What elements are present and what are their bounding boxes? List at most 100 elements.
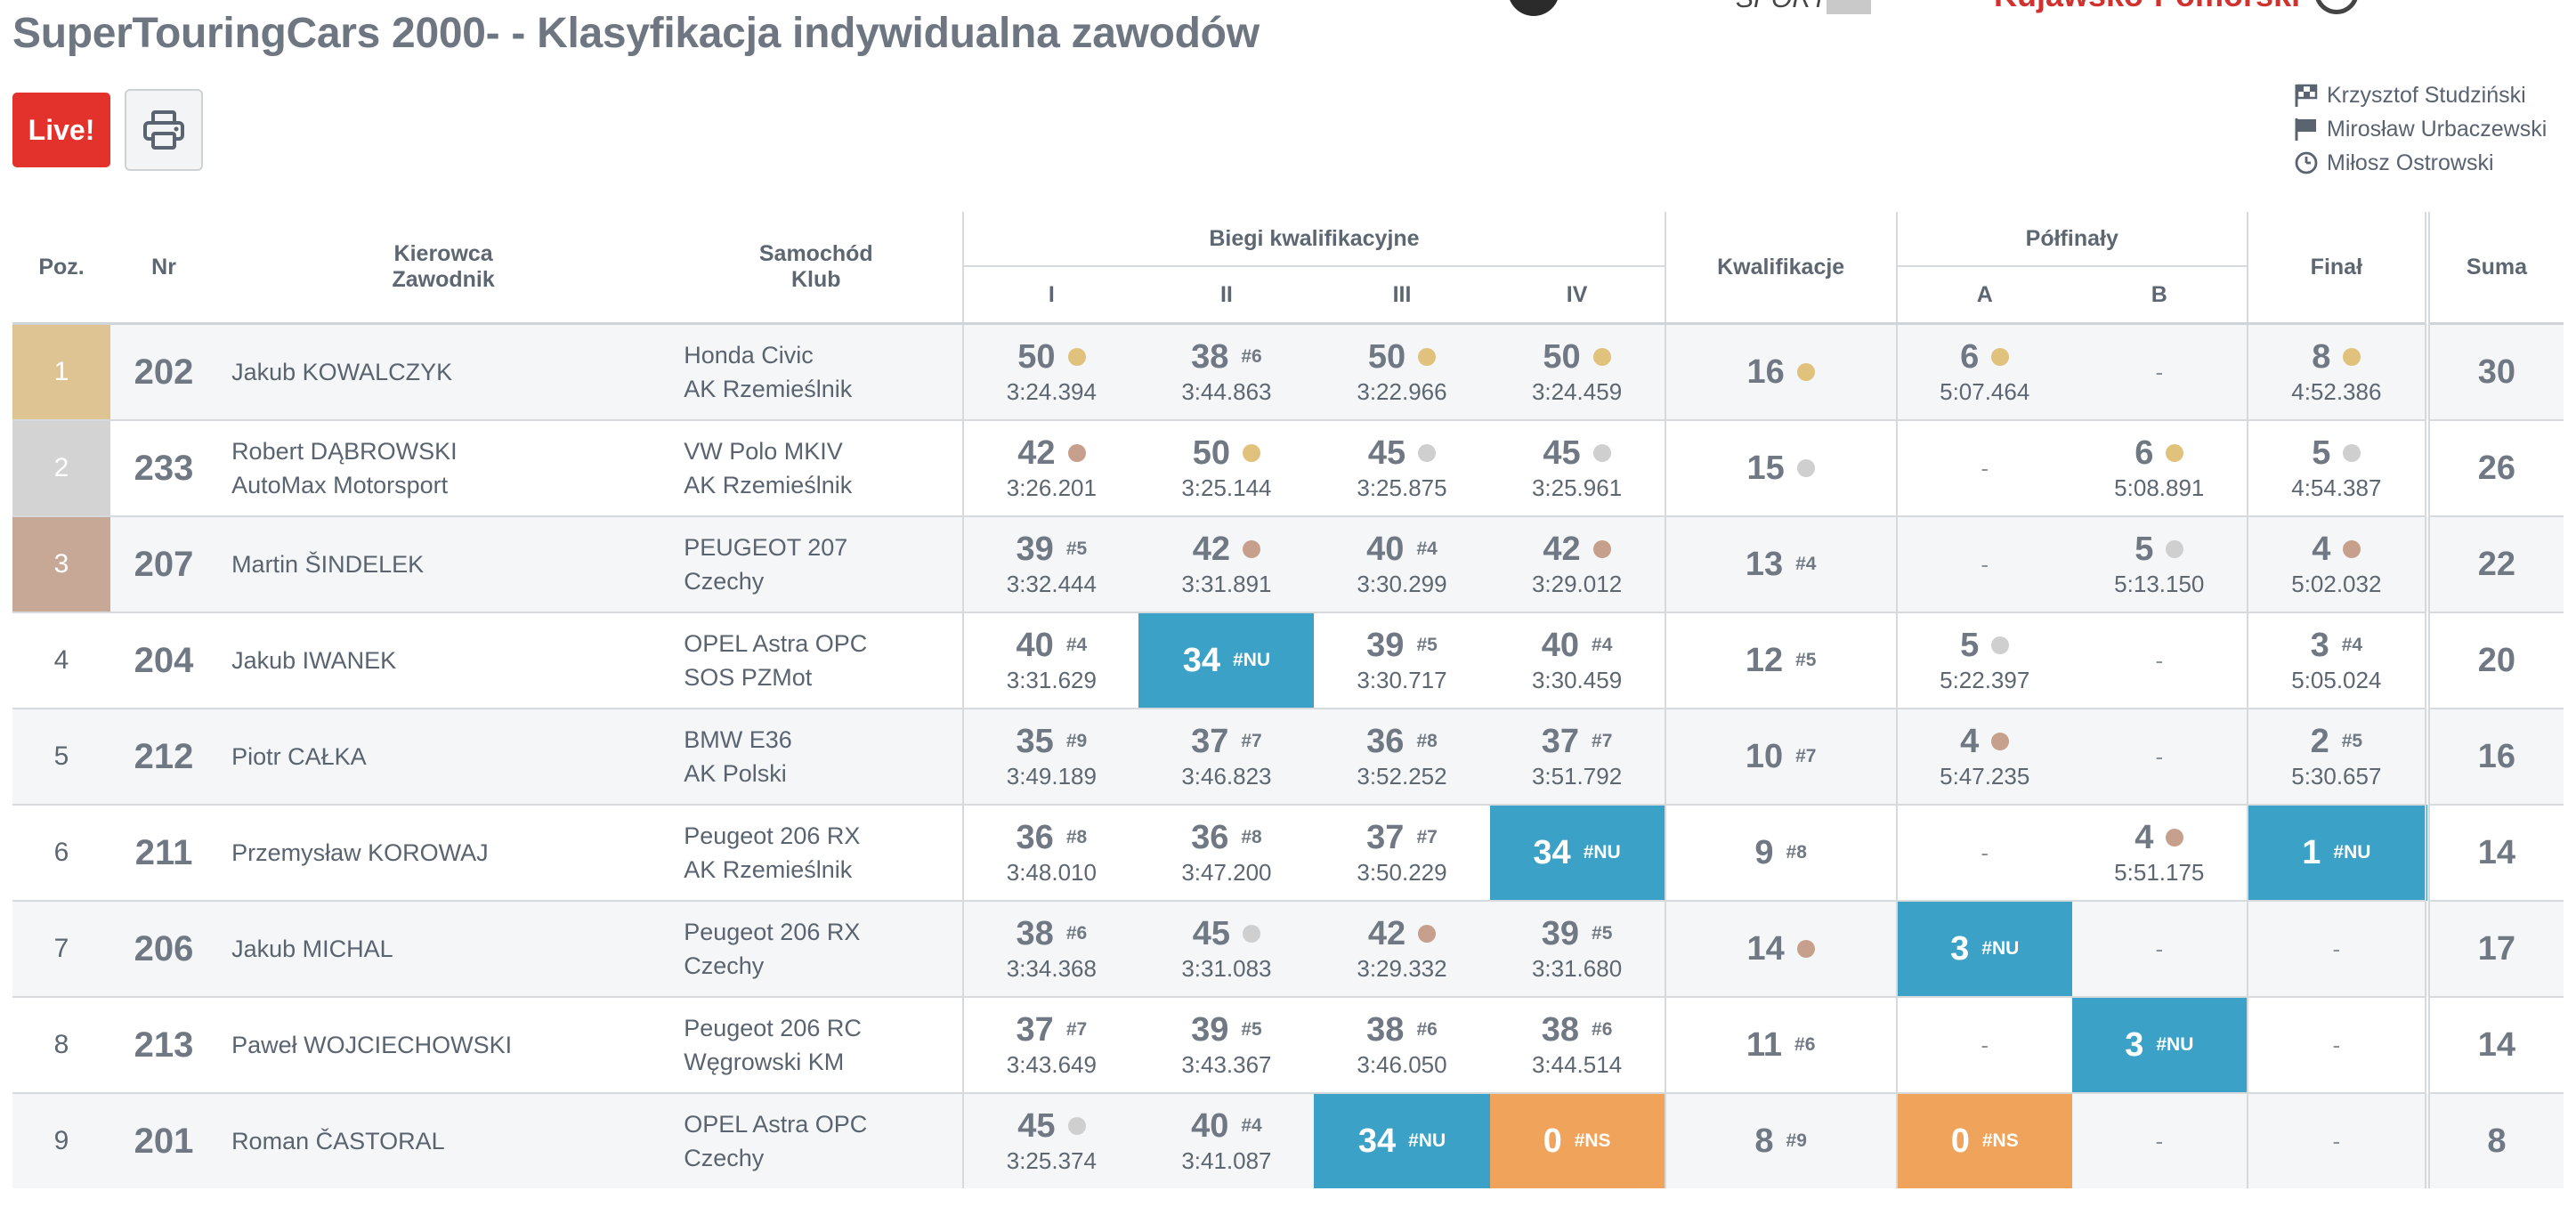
driver-cell: Martin ŠINDELEK: [217, 515, 670, 612]
col-header-sum: Suma: [2424, 212, 2564, 325]
result-rank-badge: #NU: [2156, 1034, 2194, 1055]
col-header-driver-line1: Kierowca: [393, 241, 493, 266]
table-row[interactable]: 6 211 Przemysław KOROWAJ Peugeot 206 RX AK R…: [12, 804, 2564, 901]
result-rank-badge: #4: [1416, 539, 1438, 559]
result-points-value: 15: [1746, 450, 1785, 487]
result-time: 3:47.200: [1181, 859, 1272, 886]
driver-name[interactable]: Przemysław KOROWAJ: [231, 839, 489, 866]
result-rank-badge: #7: [1795, 746, 1817, 766]
qualification-cell: 14: [1664, 900, 1897, 997]
result-time: 3:46.050: [1357, 1051, 1447, 1078]
result-rank-badge: #NU: [1981, 938, 2020, 959]
result-points-value: 40: [1191, 1107, 1229, 1145]
result-points-value: 45: [1192, 915, 1231, 952]
result-points: 40 #4: [1366, 530, 1438, 569]
driver-name[interactable]: Robert DĄBROWSKI: [231, 438, 458, 465]
driver-cell: Jakub KOWALCZYK: [217, 322, 670, 420]
qualification-cell: 15: [1664, 419, 1897, 516]
heat-result-cell: 38 #6 3:44.863: [1138, 322, 1315, 420]
result-points-value: 38: [1191, 338, 1229, 376]
sponsor-logo-swirl: [2314, 0, 2359, 14]
sponsor-logo-region: Kujawsko-Pomorski: [1994, 0, 2300, 14]
driver-cell: Paweł WOJCIECHOWSKI: [217, 996, 670, 1093]
car-team: Węgrowski KM: [684, 1049, 845, 1075]
result-rank-badge: #4: [1592, 635, 1613, 655]
table-row[interactable]: 8 213 Paweł WOJCIECHOWSKI Peugeot 206 RC Węg…: [12, 996, 2564, 1093]
results-body: 1 202 Jakub KOWALCZYK Honda Civic AK Rzemieś…: [12, 322, 2564, 1188]
table-row[interactable]: 9 201 Roman ČASTORAL OPEL Astra OPC Czechy 45…: [12, 1092, 2564, 1188]
qualification-cell: 10 #7: [1664, 708, 1897, 805]
result-points-value: 38: [1366, 1011, 1405, 1049]
clock-icon: [2295, 151, 2318, 174]
total-cell: 14: [2424, 804, 2564, 901]
table-row[interactable]: 1 202 Jakub KOWALCZYK Honda Civic AK Rzemieś…: [12, 322, 2564, 420]
result-time: 5:08.891: [2114, 474, 2205, 501]
result-points-value: 5: [2135, 531, 2154, 568]
result-points: 38 #6: [1542, 1010, 1613, 1049]
driver-name[interactable]: Jakub KOWALCZYK: [231, 359, 453, 385]
driver-name[interactable]: Martin ŠINDELEK: [231, 551, 425, 578]
result-points-value: 42: [1543, 531, 1581, 568]
live-button[interactable]: Live!: [12, 93, 110, 167]
result-rank-badge: #7: [1592, 731, 1613, 751]
result-points: 35 #9: [1017, 722, 1088, 761]
table-row[interactable]: 7 206 Jakub MICHAL Peugeot 206 RX Czechy 38 #6…: [12, 900, 2564, 997]
car-model: OPEL Astra OPC: [684, 630, 868, 657]
qualification-cell: 9 #8: [1664, 804, 1897, 901]
heat-result-cell: 38 #6 3:34.368: [962, 900, 1139, 997]
result-time: 4:54.387: [2291, 474, 2382, 501]
driver-cell: Roman ČASTORAL: [217, 1092, 670, 1188]
result-points: 38 #6: [1017, 914, 1088, 953]
driver-name[interactable]: Piotr CAŁKA: [231, 743, 367, 770]
result-rank-badge: #NU: [1583, 842, 1621, 863]
result-rank-badge: #7: [1416, 827, 1438, 847]
car-model: Peugeot 206 RX: [684, 919, 861, 945]
driver-cell: Robert DĄBROWSKI AutoMax Motorsport: [217, 419, 670, 516]
result-rank-badge: #8: [1786, 842, 1807, 863]
start-number-cell: 211: [110, 804, 218, 901]
table-row[interactable]: 2 233 Robert DĄBROWSKI AutoMax Motorsport VW…: [12, 419, 2564, 516]
result-points-value: 45: [1367, 434, 1406, 472]
start-number-cell: 201: [110, 1092, 218, 1188]
result-points: 39 #5: [1366, 626, 1438, 665]
heat-result-cell: 42 3:26.201: [962, 419, 1139, 516]
total-cell: 22: [2424, 515, 2564, 612]
car-cell: OPEL Astra OPC Czechy: [669, 1092, 964, 1188]
driver-name[interactable]: Paweł WOJCIECHOWSKI: [231, 1032, 513, 1058]
table-row[interactable]: 3 207 Martin ŠINDELEK PEUGEOT 207 Czechy 39 #5…: [12, 515, 2564, 612]
position-cell: 1: [12, 322, 111, 420]
empty-result-dash: -: [2155, 1127, 2164, 1154]
print-button[interactable]: [125, 89, 203, 171]
result-points-value: 39: [1016, 531, 1054, 568]
total-cell: 16: [2424, 708, 2564, 805]
position-cell: 6: [12, 804, 111, 901]
driver-name[interactable]: Roman ČASTORAL: [231, 1128, 445, 1154]
car-model: VW Polo MKIV: [684, 438, 843, 465]
result-time: 3:31.629: [1006, 667, 1097, 693]
result-points-value: 42: [1192, 531, 1231, 568]
heat-result-cell: 36 #8 3:52.252: [1314, 708, 1490, 805]
driver-name[interactable]: Jakub MICHAL: [231, 936, 393, 962]
position-cell: 4: [12, 612, 111, 709]
driver-cell: Piotr CAŁKA: [217, 708, 670, 805]
heat-result-cell: 39 #5 3:32.444: [962, 515, 1139, 612]
car-team: SOS PZMot: [684, 664, 813, 691]
table-row[interactable]: 4 204 Jakub IWANEK OPEL Astra OPC SOS PZMot 4…: [12, 612, 2564, 709]
start-number-cell: 202: [110, 322, 218, 420]
result-points: 37 #7: [1542, 722, 1613, 761]
empty-result-dash: -: [1981, 1031, 1989, 1058]
result-time: 3:48.010: [1006, 859, 1097, 886]
driver-name[interactable]: Jakub IWANEK: [231, 647, 397, 674]
driver-club: AutoMax Motorsport: [231, 472, 449, 498]
table-row[interactable]: 5 212 Piotr CAŁKA BMW E36 AK Polski 35 #9 3:49.…: [12, 708, 2564, 805]
result-rank-badge: #NS: [1981, 1130, 2019, 1151]
col-header-car-line2: Klub: [791, 267, 841, 292]
result-time: 3:43.367: [1181, 1051, 1272, 1078]
result-rank-badge: #5: [1795, 650, 1817, 670]
result-rank-badge: #4: [2341, 635, 2363, 655]
heat-result-cell: 40 #4 3:41.087: [1138, 1092, 1315, 1188]
result-points-value: 5: [2312, 434, 2331, 472]
heat-result-cell: 36 #8 3:48.010: [962, 804, 1139, 901]
result-time: 5:22.397: [1940, 667, 2030, 693]
heat-result-cell: 50 3:25.144: [1138, 419, 1315, 516]
